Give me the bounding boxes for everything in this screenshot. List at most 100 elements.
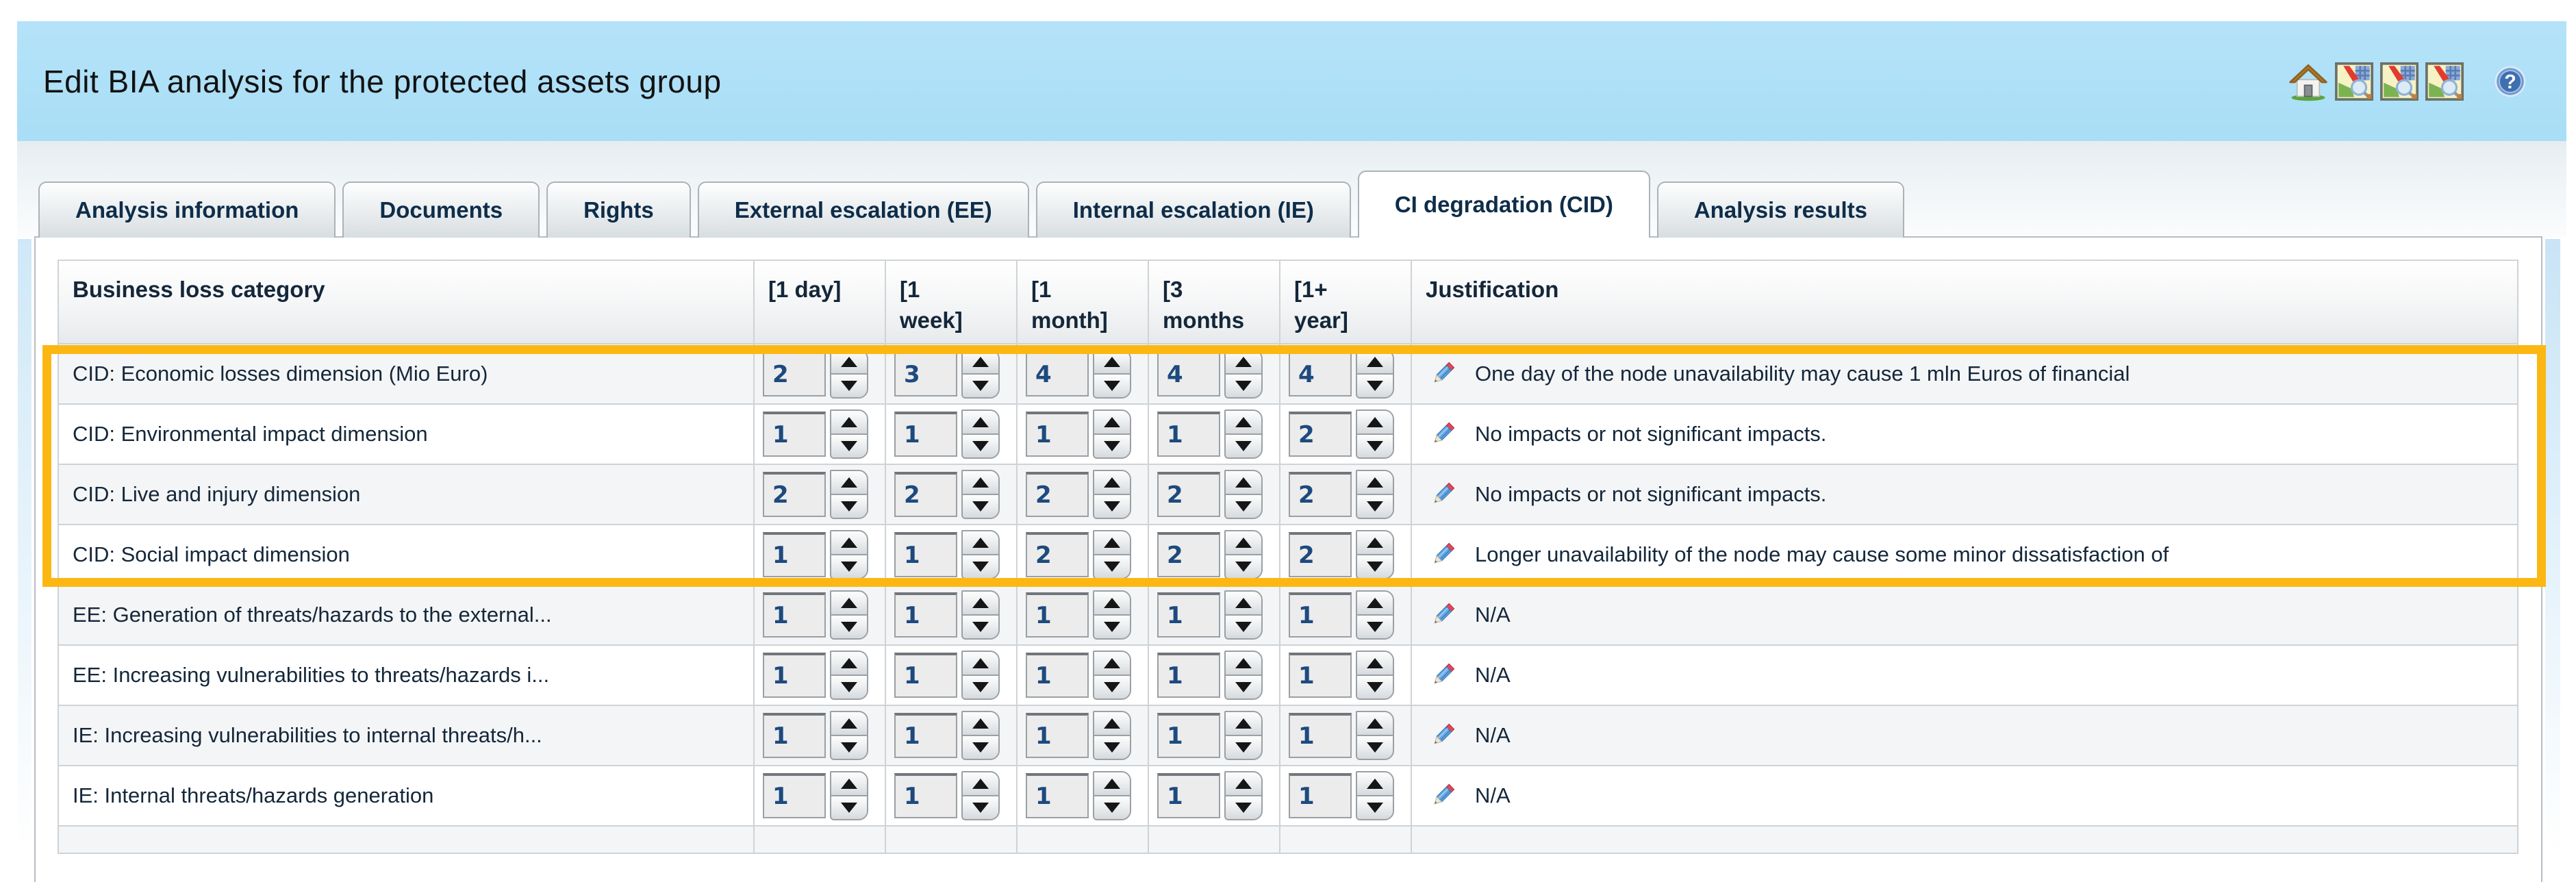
spinner-up-button[interactable] <box>1357 471 1393 495</box>
tab-ci-degradation-cid[interactable]: CI degradation (CID) <box>1357 171 1650 238</box>
spinner-up-button[interactable] <box>1357 592 1393 616</box>
spinner-up-button[interactable] <box>1226 411 1261 435</box>
spinner-input[interactable] <box>1157 773 1220 818</box>
map-report-icon[interactable] <box>2425 62 2464 101</box>
spinner-up-button[interactable] <box>1094 351 1130 375</box>
spinner-down-button[interactable] <box>1226 676 1261 698</box>
tab-external-escalation-ee[interactable]: External escalation (EE) <box>697 181 1029 238</box>
edit-pencil-icon[interactable] <box>1428 540 1457 569</box>
spinner-down-button[interactable] <box>831 736 867 759</box>
tab-documents[interactable]: Documents <box>342 181 540 238</box>
spinner-up-button[interactable] <box>1357 652 1393 676</box>
spinner-down-button[interactable] <box>831 796 867 819</box>
spinner-up-button[interactable] <box>831 531 867 555</box>
spinner-input[interactable] <box>763 773 826 818</box>
spinner-down-button[interactable] <box>1357 616 1393 638</box>
spinner-down-button[interactable] <box>1226 796 1261 819</box>
spinner-up-button[interactable] <box>963 351 998 375</box>
spinner-down-button[interactable] <box>1226 616 1261 638</box>
spinner-down-button[interactable] <box>1094 616 1130 638</box>
spinner-input[interactable] <box>1289 532 1352 577</box>
spinner-down-button[interactable] <box>831 616 867 638</box>
spinner-down-button[interactable] <box>831 495 867 518</box>
spinner-input[interactable] <box>1289 713 1352 758</box>
spinner-up-button[interactable] <box>1094 652 1130 676</box>
spinner-input[interactable] <box>1157 713 1220 758</box>
spinner-up-button[interactable] <box>1357 411 1393 435</box>
spinner-input[interactable] <box>894 713 957 758</box>
spinner-down-button[interactable] <box>831 555 867 578</box>
edit-pencil-icon[interactable] <box>1428 721 1457 750</box>
edit-pencil-icon[interactable] <box>1428 360 1457 388</box>
spinner-down-button[interactable] <box>1357 435 1393 457</box>
spinner-down-button[interactable] <box>1357 495 1393 518</box>
tab-rights[interactable]: Rights <box>546 181 691 238</box>
spinner-input[interactable] <box>763 713 826 758</box>
edit-pencil-icon[interactable] <box>1428 601 1457 629</box>
spinner-up-button[interactable] <box>963 592 998 616</box>
spinner-input[interactable] <box>1026 472 1089 517</box>
spinner-input[interactable] <box>1026 653 1089 698</box>
map-report-icon[interactable] <box>2335 62 2373 101</box>
spinner-down-button[interactable] <box>1226 375 1261 397</box>
spinner-up-button[interactable] <box>1357 531 1393 555</box>
edit-pencil-icon[interactable] <box>1428 661 1457 690</box>
spinner-up-button[interactable] <box>1226 592 1261 616</box>
spinner-up-button[interactable] <box>963 712 998 736</box>
spinner-input[interactable] <box>894 773 957 818</box>
spinner-down-button[interactable] <box>1226 555 1261 578</box>
spinner-input[interactable] <box>763 472 826 517</box>
tab-analysis-results[interactable]: Analysis results <box>1656 181 1904 238</box>
spinner-up-button[interactable] <box>1357 351 1393 375</box>
spinner-input[interactable] <box>1157 351 1220 396</box>
spinner-down-button[interactable] <box>1357 555 1393 578</box>
spinner-input[interactable] <box>1157 592 1220 638</box>
spinner-input[interactable] <box>1157 653 1220 698</box>
spinner-input[interactable] <box>1157 472 1220 517</box>
spinner-down-button[interactable] <box>1357 796 1393 819</box>
spinner-up-button[interactable] <box>831 772 867 796</box>
spinner-up-button[interactable] <box>963 411 998 435</box>
spinner-input[interactable] <box>894 532 957 577</box>
spinner-down-button[interactable] <box>1094 495 1130 518</box>
edit-pencil-icon[interactable] <box>1428 480 1457 509</box>
spinner-up-button[interactable] <box>963 471 998 495</box>
spinner-up-button[interactable] <box>831 411 867 435</box>
spinner-input[interactable] <box>894 472 957 517</box>
spinner-up-button[interactable] <box>1094 471 1130 495</box>
spinner-input[interactable] <box>1026 592 1089 638</box>
spinner-input[interactable] <box>763 412 826 457</box>
spinner-down-button[interactable] <box>1226 495 1261 518</box>
spinner-down-button[interactable] <box>963 435 998 457</box>
spinner-up-button[interactable] <box>963 652 998 676</box>
spinner-down-button[interactable] <box>1357 375 1393 397</box>
spinner-input[interactable] <box>763 351 826 396</box>
tab-analysis-information[interactable]: Analysis information <box>38 181 336 238</box>
spinner-input[interactable] <box>763 653 826 698</box>
edit-pencil-icon[interactable] <box>1428 781 1457 810</box>
spinner-input[interactable] <box>894 592 957 638</box>
spinner-down-button[interactable] <box>1357 736 1393 759</box>
spinner-up-button[interactable] <box>1094 531 1130 555</box>
home-icon[interactable] <box>2288 62 2328 101</box>
spinner-input[interactable] <box>1289 592 1352 638</box>
spinner-down-button[interactable] <box>963 796 998 819</box>
spinner-down-button[interactable] <box>1094 796 1130 819</box>
spinner-input[interactable] <box>1026 532 1089 577</box>
spinner-down-button[interactable] <box>1357 676 1393 698</box>
spinner-input[interactable] <box>894 653 957 698</box>
spinner-up-button[interactable] <box>1357 712 1393 736</box>
spinner-input[interactable] <box>1289 653 1352 698</box>
spinner-down-button[interactable] <box>1094 375 1130 397</box>
spinner-up-button[interactable] <box>831 652 867 676</box>
spinner-input[interactable] <box>894 351 957 396</box>
spinner-up-button[interactable] <box>1226 772 1261 796</box>
spinner-down-button[interactable] <box>831 375 867 397</box>
help-icon[interactable]: ? <box>2494 65 2527 98</box>
spinner-down-button[interactable] <box>963 616 998 638</box>
map-report-icon[interactable] <box>2380 62 2419 101</box>
spinner-down-button[interactable] <box>1094 736 1130 759</box>
spinner-up-button[interactable] <box>1226 351 1261 375</box>
spinner-input[interactable] <box>1289 351 1352 396</box>
spinner-input[interactable] <box>1157 412 1220 457</box>
